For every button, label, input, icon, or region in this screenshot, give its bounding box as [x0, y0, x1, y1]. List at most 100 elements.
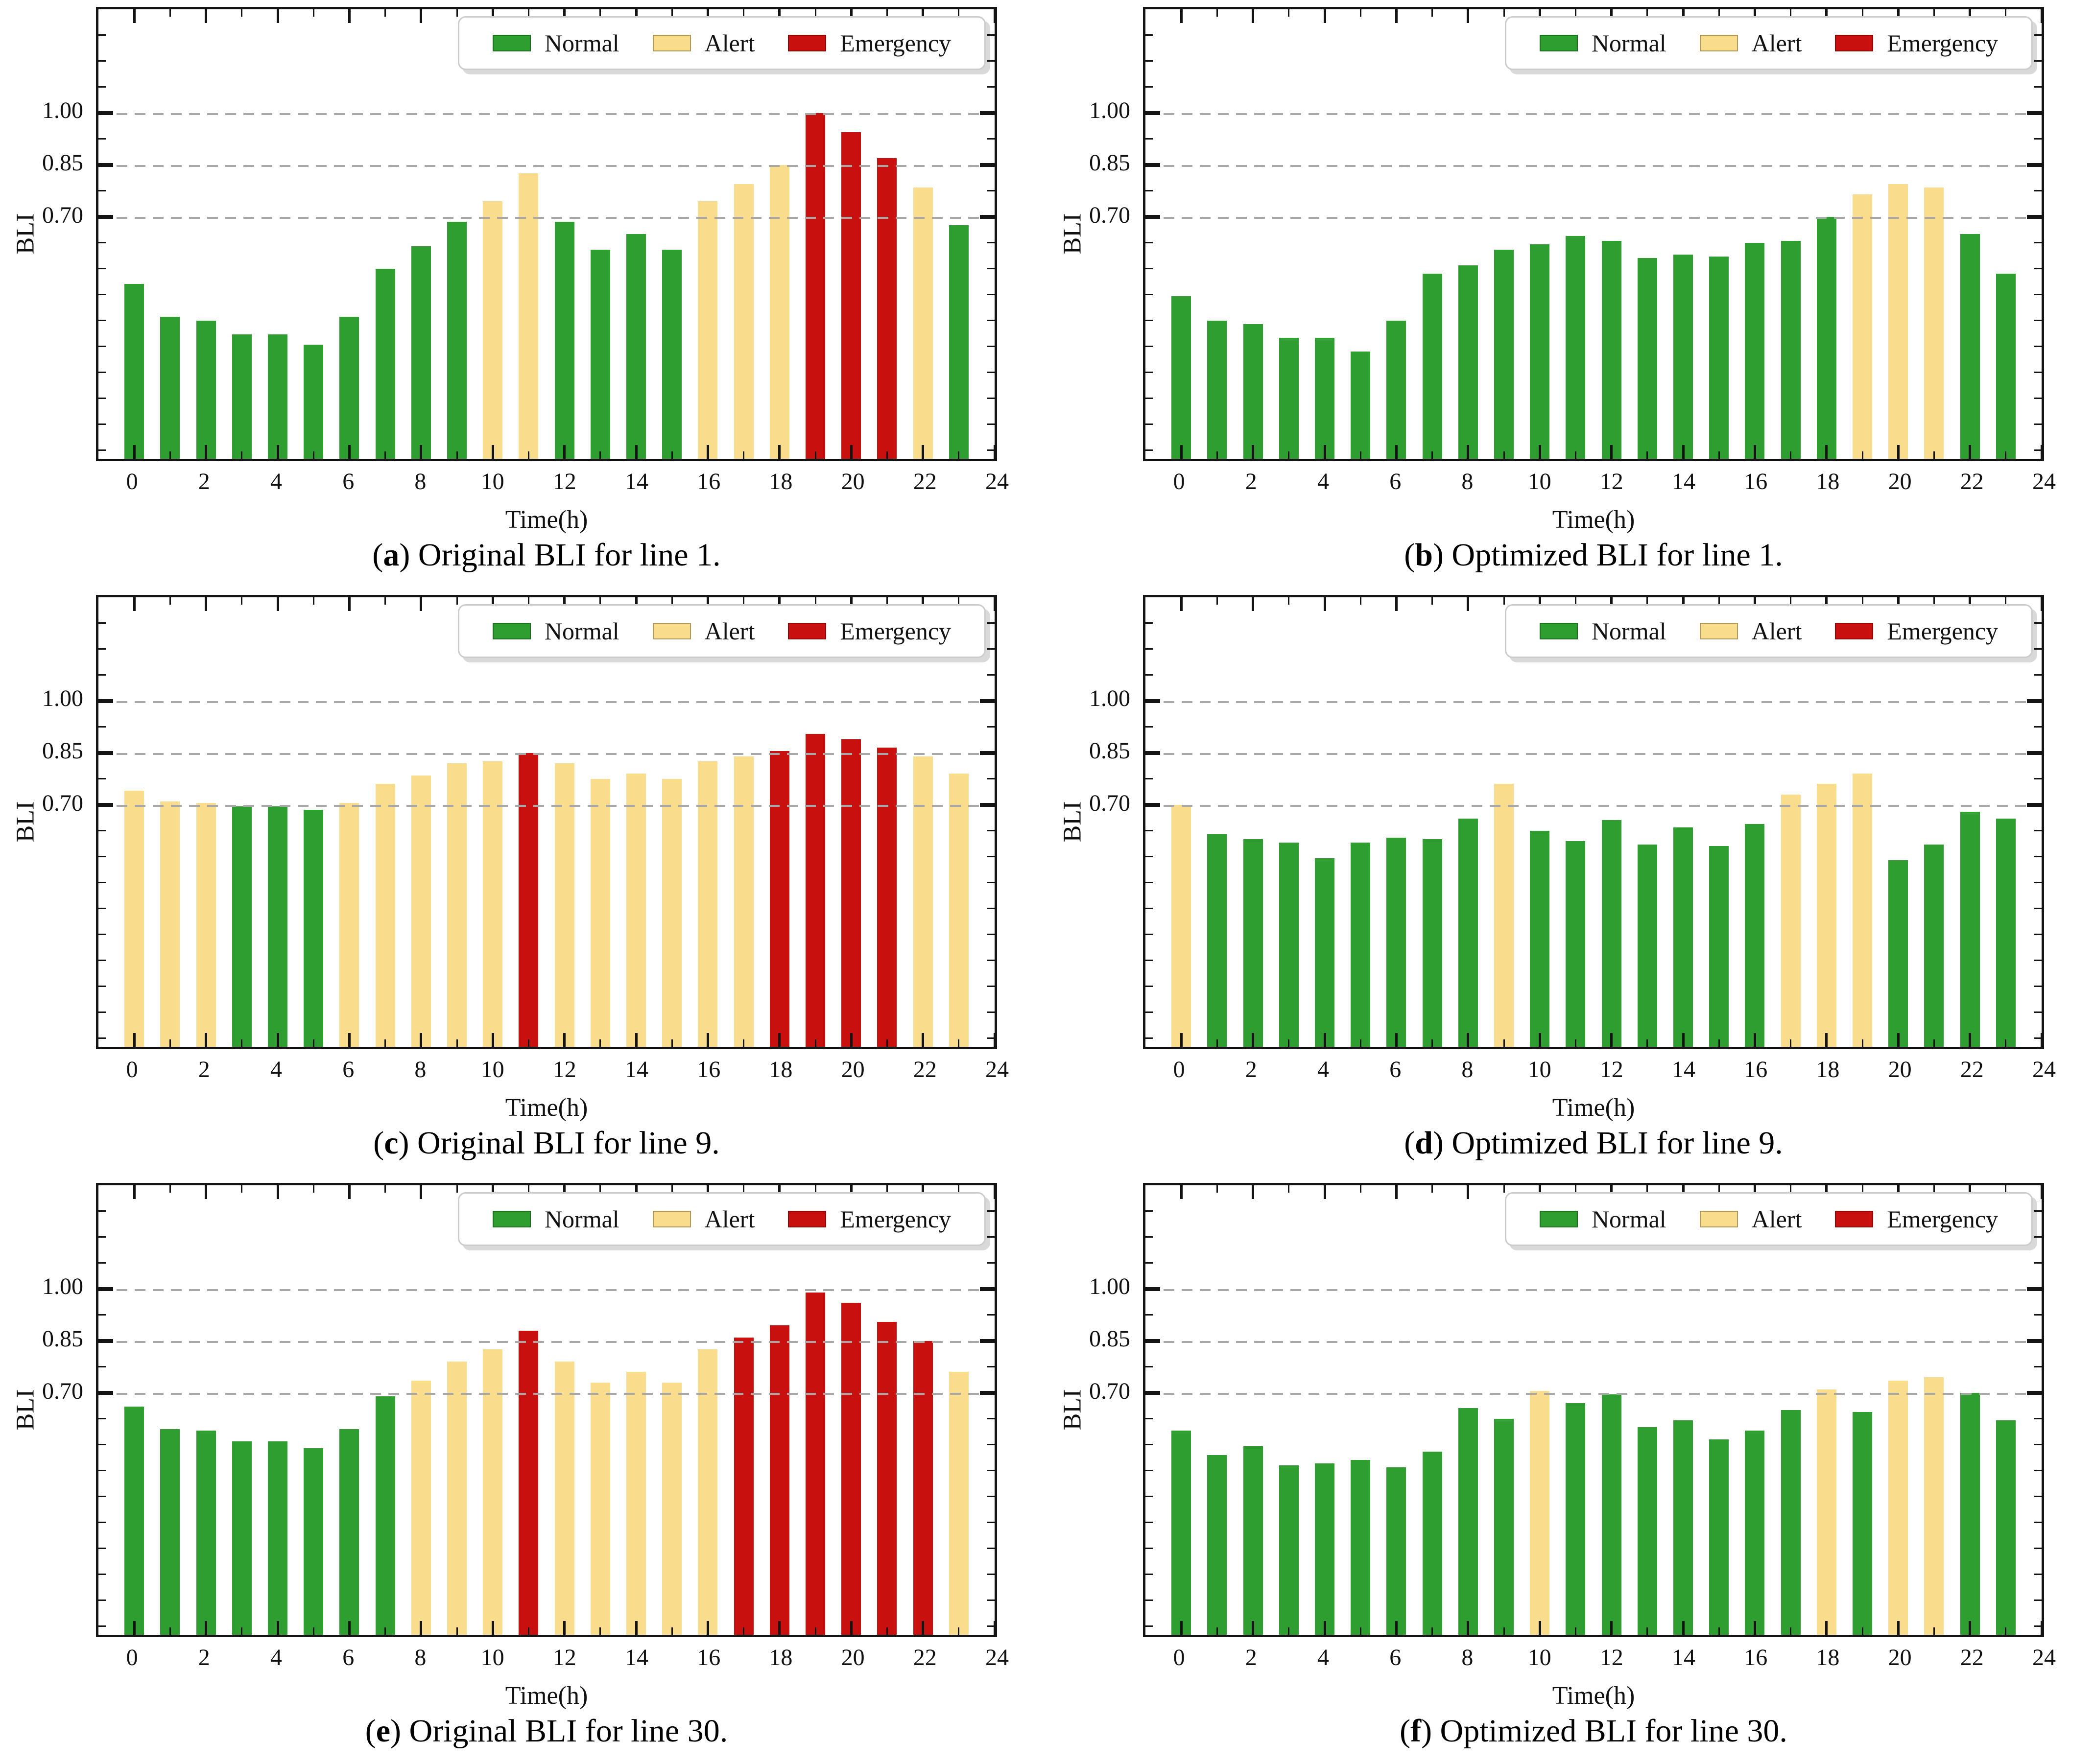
y-minor-tick: [1145, 1366, 1153, 1368]
y-minor-tick: [98, 674, 106, 676]
x-tick-label-6: 6: [342, 1057, 355, 1082]
x-minor-tick-21: [886, 1039, 888, 1047]
x-major-tick-24: [993, 597, 996, 611]
bar-h10: [1530, 1391, 1550, 1635]
legend-label: Emergency: [1887, 29, 1999, 57]
x-minor-tick-23: [958, 1627, 960, 1635]
bar-h12: [1601, 820, 1621, 1047]
y-tick-label-0.70: 0.70: [42, 1378, 83, 1405]
y-minor-tick: [2034, 346, 2042, 347]
x-tick-label-14: 14: [1672, 1645, 1695, 1670]
y-axis-label: BLI: [1058, 1389, 1087, 1431]
bar-h8: [411, 1380, 431, 1635]
x-minor-tick-5: [1359, 451, 1361, 459]
x-major-tick-12: [563, 445, 566, 459]
y-tick-label-0.70: 0.70: [42, 202, 83, 229]
x-major-tick-4: [276, 597, 279, 611]
bar-h9: [447, 763, 467, 1047]
x-minor-tick-23: [2005, 1627, 2007, 1635]
x-axis-label: Time(h): [505, 506, 588, 534]
y-minor-tick: [98, 726, 106, 728]
x-minor-tick-19: [814, 1039, 816, 1047]
x-minor-tick-1: [169, 1185, 171, 1193]
x-major-tick-6: [348, 1185, 351, 1199]
x-tick-label-14: 14: [1672, 1057, 1695, 1082]
x-minor-tick-3: [1288, 1039, 1290, 1047]
caption-f: (f) Optimized BLI for line 30.: [1143, 1713, 2044, 1750]
x-minor-tick-23: [2005, 1039, 2007, 1047]
y-minor-tick: [987, 242, 995, 244]
y-major-tick-1.00: [1145, 1287, 1160, 1291]
bar-h5: [1351, 1460, 1371, 1635]
bar-h7: [1422, 1451, 1442, 1635]
x-tick-label-0: 0: [126, 469, 138, 494]
bar-h8: [1458, 265, 1478, 459]
bar-h21: [1924, 1377, 1944, 1635]
bar-h17: [734, 756, 754, 1047]
y-minor-tick: [987, 959, 995, 961]
y-minor-tick: [1145, 778, 1153, 780]
x-minor-tick-21: [886, 1185, 888, 1193]
x-tick-label-20: 20: [841, 1645, 865, 1670]
x-minor-tick-23: [958, 451, 960, 459]
x-minor-tick-7: [384, 1185, 386, 1193]
caption-paren: (: [1404, 537, 1415, 573]
bar-h11: [1566, 235, 1586, 459]
x-minor-tick-15: [1718, 451, 1720, 459]
y-minor-tick: [1145, 1444, 1153, 1446]
normal-swatch-icon: [1539, 623, 1578, 639]
x-major-tick-2: [1252, 1185, 1255, 1199]
bar-h23: [1996, 818, 2016, 1047]
bar-h12: [554, 1362, 574, 1635]
y-minor-tick: [98, 138, 106, 140]
bar-h22: [1960, 1392, 1980, 1635]
bar-h21: [877, 748, 897, 1047]
x-major-tick-4: [276, 1033, 279, 1047]
bar-h19: [1853, 194, 1872, 459]
x-tick-label-6: 6: [342, 1645, 355, 1670]
legend: Normal Alert Emergency: [458, 1192, 986, 1246]
y-minor-tick: [1145, 1573, 1153, 1575]
x-major-tick-8: [1467, 597, 1470, 611]
bar-h19: [806, 1292, 825, 1635]
x-minor-tick-9: [456, 1627, 458, 1635]
y-minor-tick: [1145, 1037, 1153, 1039]
legend-label: Alert: [1751, 1205, 1802, 1233]
bar-h13: [1637, 844, 1657, 1047]
x-minor-tick-5: [312, 597, 314, 605]
gridline-1.00: [98, 701, 995, 703]
x-tick-label-14: 14: [625, 1057, 648, 1082]
y-minor-tick: [2034, 138, 2042, 140]
x-major-tick-24: [993, 445, 996, 459]
legend-label: Normal: [544, 617, 619, 645]
x-minor-tick-7: [1431, 9, 1433, 17]
legend-label: Alert: [704, 29, 755, 57]
y-minor-tick: [98, 1366, 106, 1368]
y-minor-tick: [1145, 830, 1153, 832]
x-tick-label-4: 4: [270, 1645, 282, 1670]
y-minor-tick: [2034, 1522, 2042, 1523]
x-minor-tick-5: [312, 451, 314, 459]
bar-h11: [519, 753, 539, 1047]
x-major-tick-4: [1323, 597, 1326, 611]
x-minor-tick-3: [1288, 1627, 1290, 1635]
x-major-tick-2: [1252, 597, 1255, 611]
y-tick-label-1.00: 1.00: [1089, 97, 1130, 124]
y-minor-tick: [987, 1522, 995, 1523]
x-minor-tick-15: [1718, 1039, 1720, 1047]
x-major-tick-4: [1323, 445, 1326, 459]
x-tick-label-10: 10: [1527, 1645, 1551, 1670]
y-minor-tick: [2034, 1366, 2042, 1368]
bar-h13: [590, 249, 610, 459]
x-major-tick-16: [1753, 1033, 1756, 1047]
caption-paren: (: [1404, 1125, 1415, 1161]
x-axis-label: Time(h): [1552, 506, 1635, 534]
bar-h1: [1207, 320, 1227, 459]
legend-item-normal: Normal: [1539, 1205, 1666, 1233]
caption-text: ) Optimized BLI for line 9.: [1432, 1125, 1783, 1161]
y-minor-tick: [2034, 934, 2042, 935]
x-major-tick-14: [1682, 1621, 1685, 1635]
x-major-tick-6: [348, 1033, 351, 1047]
y-minor-tick: [987, 908, 995, 910]
x-major-tick-22: [922, 445, 925, 459]
